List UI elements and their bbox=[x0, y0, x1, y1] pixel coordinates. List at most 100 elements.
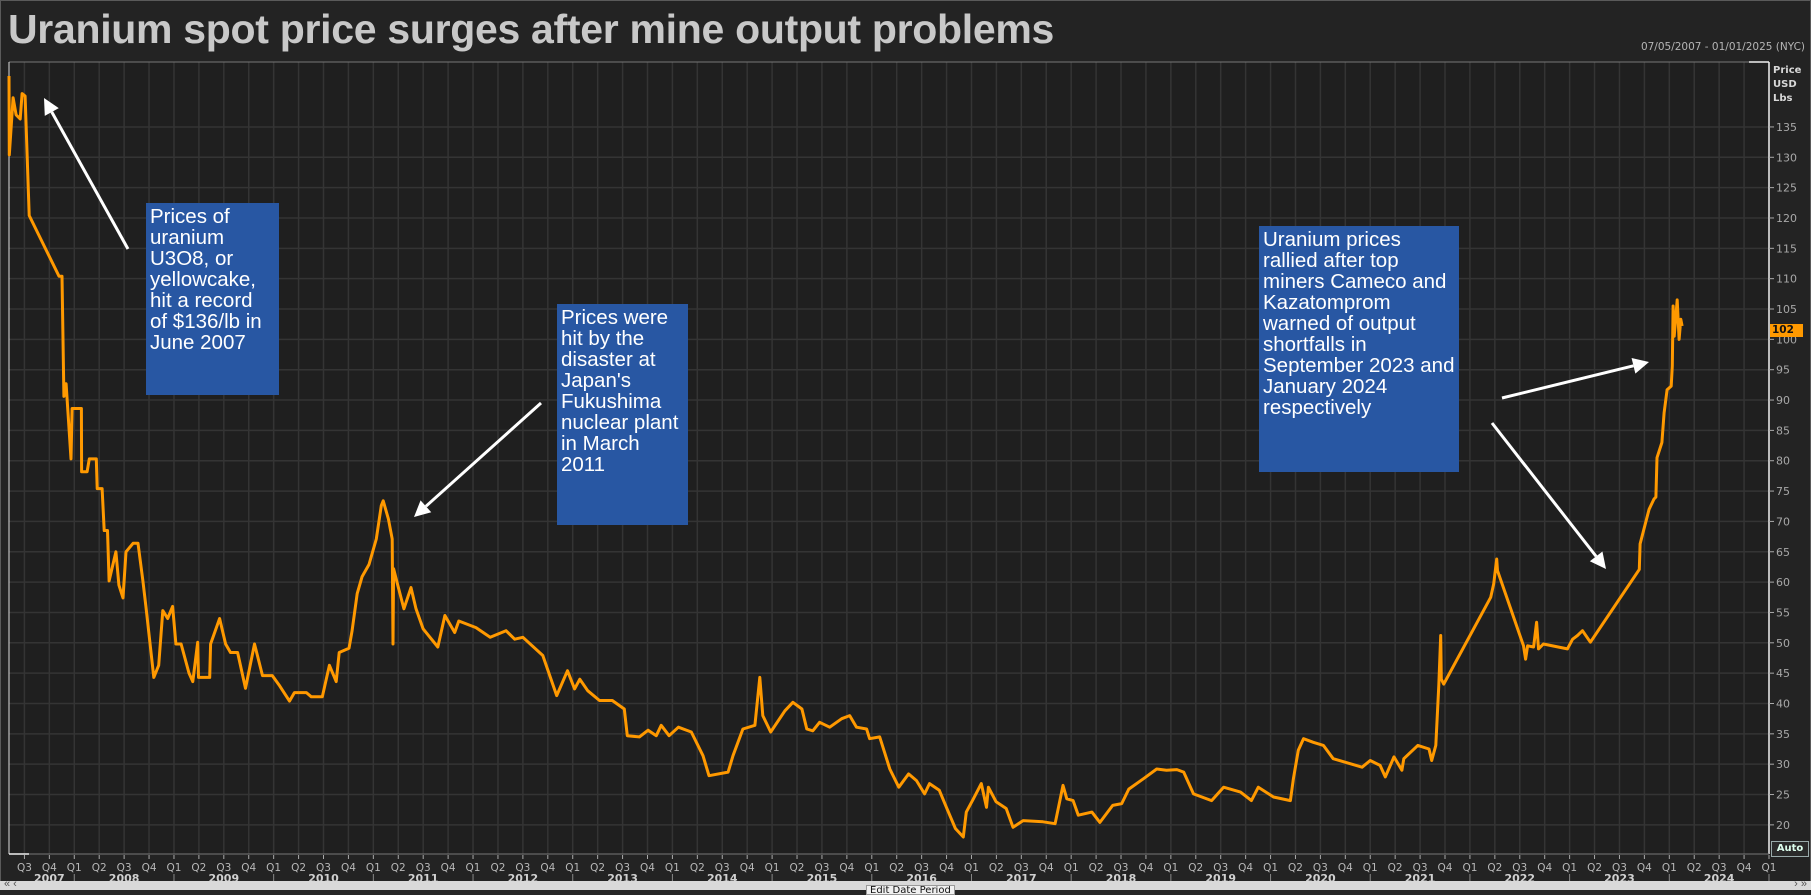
x-quarter-label: Q3 bbox=[914, 862, 929, 874]
x-quarter-label: Q4 bbox=[441, 862, 456, 874]
x-quarter-label: Q4 bbox=[1338, 862, 1353, 874]
x-quarter-label: Q1 bbox=[864, 862, 879, 874]
x-quarter-label: Q3 bbox=[515, 862, 530, 874]
annotation-arrow-icon bbox=[1501, 364, 1634, 400]
y-tick-label: 130 bbox=[1776, 151, 1797, 164]
y-tick-label: 95 bbox=[1776, 364, 1790, 377]
edit-date-period-button[interactable]: Edit Date Period bbox=[866, 885, 955, 895]
y-tick-label: 55 bbox=[1776, 606, 1790, 619]
x-quarter-label: Q2 bbox=[1188, 862, 1203, 874]
x-quarter-label: Q3 bbox=[1512, 862, 1527, 874]
y-tick-label: 135 bbox=[1776, 121, 1797, 134]
scroll-right-button[interactable]: › » bbox=[1794, 878, 1807, 890]
x-quarter-label: Q3 bbox=[1213, 862, 1228, 874]
y-tick-label: 70 bbox=[1776, 515, 1790, 528]
y-tick-label: 105 bbox=[1776, 303, 1797, 316]
annotation-record-2007: Prices of uranium U3O8, or yellowcake, h… bbox=[146, 203, 279, 395]
x-quarter-label: Q2 bbox=[590, 862, 605, 874]
x-quarter-label: Q4 bbox=[42, 862, 57, 874]
price-line bbox=[7, 75, 1684, 839]
x-quarter-label: Q3 bbox=[615, 862, 630, 874]
x-quarter-label: Q1 bbox=[1662, 862, 1677, 874]
y-tick-label: 75 bbox=[1776, 485, 1790, 498]
x-quarter-label: Q4 bbox=[142, 862, 157, 874]
x-quarter-label: Q2 bbox=[291, 862, 306, 874]
y-tick-label: 115 bbox=[1776, 242, 1797, 255]
x-quarter-label: Q1 bbox=[466, 862, 481, 874]
y-axis-unit-line: Price bbox=[1773, 65, 1802, 76]
x-quarter-label: Q4 bbox=[1438, 862, 1453, 874]
y-axis-unit-label: Price USD Lbs bbox=[1773, 64, 1801, 106]
x-quarter-label: Q2 bbox=[1288, 862, 1303, 874]
x-quarter-label: Q4 bbox=[1138, 862, 1153, 874]
grid bbox=[8, 61, 1770, 855]
x-quarter-label: Q1 bbox=[665, 862, 680, 874]
y-tick-label: 80 bbox=[1776, 455, 1790, 468]
y-tick-label: 60 bbox=[1776, 576, 1790, 589]
x-quarter-label: Q1 bbox=[1163, 862, 1178, 874]
y-tick-label: 65 bbox=[1776, 546, 1790, 559]
x-quarter-label: Q3 bbox=[1413, 862, 1428, 874]
arrowhead-icon bbox=[1631, 358, 1649, 374]
y-tick-label: 50 bbox=[1776, 637, 1790, 650]
y-tick-label: 45 bbox=[1776, 667, 1790, 680]
x-quarter-label: Q4 bbox=[1737, 862, 1752, 874]
x-quarter-label: Q1 bbox=[565, 862, 580, 874]
x-quarter-label: Q3 bbox=[1114, 862, 1129, 874]
x-quarter-label: Q1 bbox=[1064, 862, 1079, 874]
y-tick-label: 85 bbox=[1776, 424, 1790, 437]
date-range-label: 07/05/2007 - 01/01/2025 (NYC) bbox=[1640, 41, 1805, 53]
arrowhead-icon bbox=[44, 98, 59, 116]
y-tick-label: 125 bbox=[1776, 182, 1797, 195]
y-axis-unit-line: Lbs bbox=[1773, 93, 1793, 104]
annotation-arrow-icon bbox=[50, 111, 130, 250]
x-quarter-label: Q3 bbox=[316, 862, 331, 874]
y-tick-label: 20 bbox=[1776, 819, 1790, 832]
y-axis-unit-line: USD bbox=[1773, 79, 1797, 90]
x-quarter-label: Q4 bbox=[1039, 862, 1054, 874]
x-quarter-label: Q3 bbox=[216, 862, 231, 874]
x-quarter-label: Q3 bbox=[715, 862, 730, 874]
y-tick-label: 35 bbox=[1776, 728, 1790, 741]
plot-area bbox=[9, 62, 1769, 854]
x-quarter-label: Q3 bbox=[1014, 862, 1029, 874]
last-price-label: 102 bbox=[1770, 324, 1803, 337]
x-quarter-label: Q2 bbox=[1089, 862, 1104, 874]
scroll-left-button[interactable]: « ‹ bbox=[4, 878, 17, 890]
x-quarter-label: Q1 bbox=[765, 862, 780, 874]
arrowhead-icon bbox=[414, 500, 432, 517]
y-tick-label: 40 bbox=[1776, 697, 1790, 710]
x-quarter-label: Q4 bbox=[640, 862, 655, 874]
x-quarter-label: Q4 bbox=[540, 862, 555, 874]
x-quarter-label: Q4 bbox=[241, 862, 256, 874]
y-tick-label: 30 bbox=[1776, 758, 1790, 771]
x-quarter-label: Q3 bbox=[1612, 862, 1627, 874]
annotation-arrow-icon bbox=[1490, 422, 1598, 558]
x-quarter-label: Q1 bbox=[366, 862, 381, 874]
chart-title: Uranium spot price surges after mine out… bbox=[8, 6, 1055, 52]
x-quarter-label: Q4 bbox=[839, 862, 854, 874]
x-quarter-label: Q1 bbox=[1462, 862, 1477, 874]
y-axis: 2025303540455055606570758085909510010511… bbox=[1769, 121, 1797, 832]
x-quarter-label: Q2 bbox=[1388, 862, 1403, 874]
x-quarter-label: Q3 bbox=[1712, 862, 1727, 874]
y-tick-label: 120 bbox=[1776, 212, 1797, 225]
x-quarter-label: Q2 bbox=[989, 862, 1004, 874]
x-quarter-label: Q1 bbox=[1762, 862, 1777, 874]
x-quarter-label: Q1 bbox=[166, 862, 181, 874]
x-quarter-label: Q2 bbox=[490, 862, 505, 874]
x-quarter-label: Q3 bbox=[814, 862, 829, 874]
annotation-rally-2023: Uranium prices rallied after top miners … bbox=[1259, 226, 1459, 472]
x-quarter-label: Q3 bbox=[17, 862, 32, 874]
x-quarter-label: Q1 bbox=[1562, 862, 1577, 874]
y-tick-label: 25 bbox=[1776, 789, 1790, 802]
annotation-fukushima-2011: Prices were hit by the disaster at Japan… bbox=[557, 304, 688, 525]
x-quarter-label: Q4 bbox=[341, 862, 356, 874]
x-quarter-label: Q2 bbox=[690, 862, 705, 874]
x-quarter-label: Q2 bbox=[1487, 862, 1502, 874]
x-quarter-label: Q4 bbox=[1238, 862, 1253, 874]
x-quarter-label: Q2 bbox=[1587, 862, 1602, 874]
auto-scale-button[interactable]: Auto bbox=[1771, 841, 1809, 857]
x-quarter-label: Q4 bbox=[939, 862, 954, 874]
